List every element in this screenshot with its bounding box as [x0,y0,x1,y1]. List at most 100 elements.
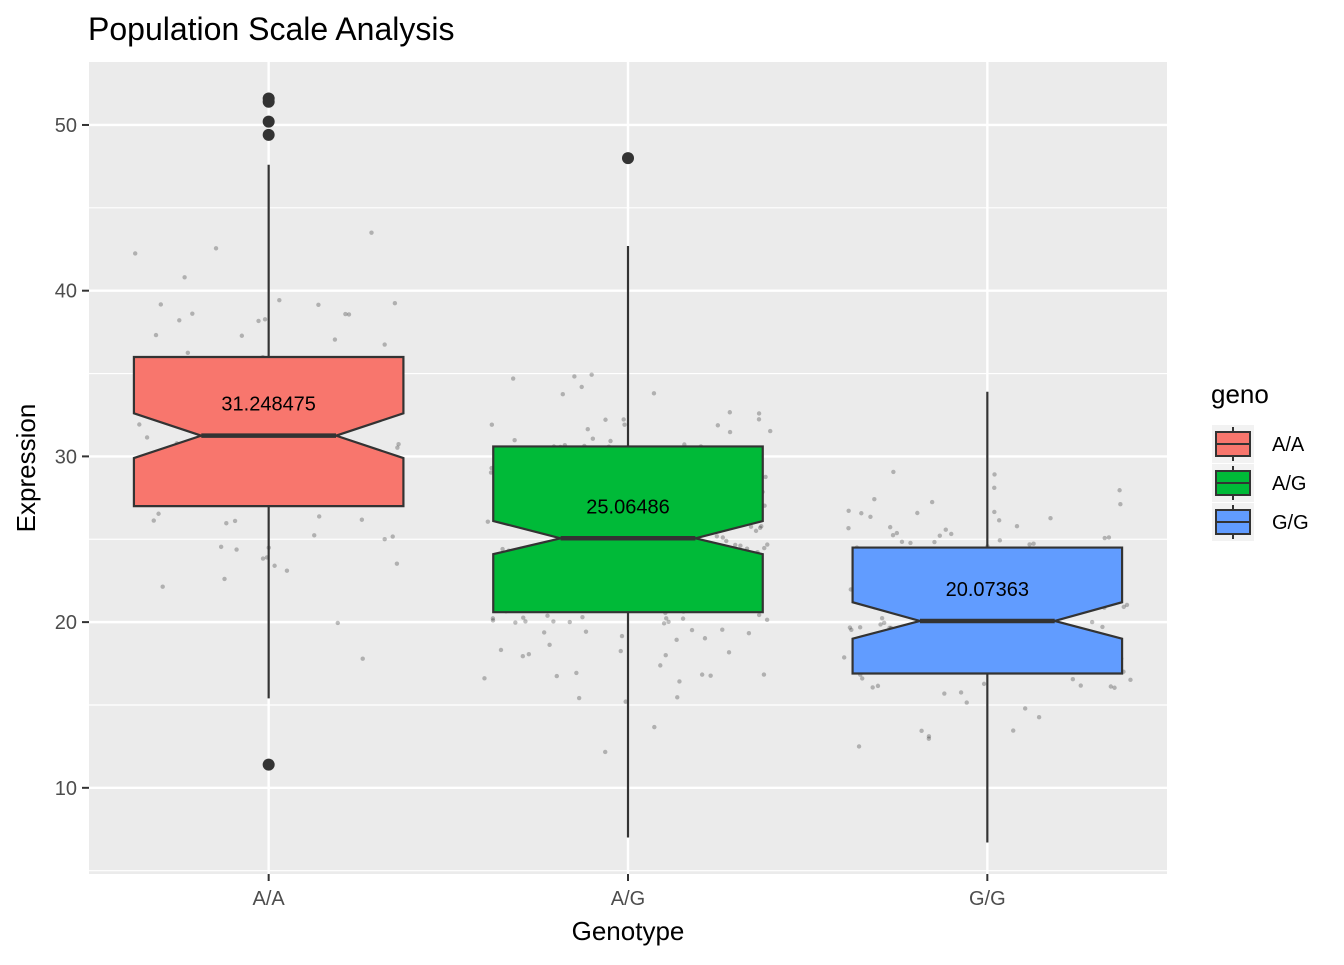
jitter-point [224,521,229,526]
jitter-point [720,535,726,540]
jitter-point [860,676,865,681]
jitter-point [859,511,864,516]
box-ag: 25.06486 [492,152,764,838]
jitter-point [396,441,401,447]
jitter-point [359,517,365,522]
jitter-point [879,615,885,621]
jitter-point [317,514,322,519]
jitter-point [666,619,671,625]
jitter-point [992,509,997,515]
jitter-point [841,655,847,660]
jitter-point [144,435,150,440]
outlier-point [262,758,275,771]
jitter-point [677,679,682,684]
jitter-point [891,469,896,475]
jitter-point [738,543,743,548]
jitter-point [720,627,725,632]
jitter-point [746,630,752,636]
jitter-point [762,545,767,551]
x-tick-label: A/G [611,888,645,910]
jitter-point [589,372,594,377]
jitter-point [1121,604,1126,610]
jitter-point [158,302,164,307]
jitter-point [619,633,625,639]
jitter-point [926,736,932,741]
jitter-point [523,619,528,624]
jitter-point [218,544,224,550]
jitter-point [541,630,547,635]
jitter-point [756,411,762,416]
jitter-point [579,384,584,390]
jitter-point [1078,683,1083,688]
y-tick-label: 30 [55,446,77,468]
jitter-point [1108,684,1114,689]
jitter-point [908,540,913,546]
jitter-point [875,683,881,689]
jitter-point [899,539,905,545]
jitter-point [942,691,947,696]
jitter-point [674,637,679,643]
jitter-point [272,563,277,568]
jitter-point [992,485,997,491]
jitter-point [1118,501,1123,507]
jitter-point [239,333,245,338]
jitter-point [622,422,627,427]
jitter-point [651,391,657,396]
outlier-point [262,115,275,128]
jitter-point [190,311,195,316]
jitter-point [915,510,920,516]
jitter-point [881,620,887,626]
jitter-point [156,511,161,516]
jitter-point [488,470,494,475]
jitter-point [849,627,854,632]
jitter-point [765,542,770,547]
jitter-point [382,537,387,542]
jitter-point [332,337,338,342]
jitter-point [390,534,395,539]
jitter-point [937,533,943,538]
jitter-point [590,436,596,441]
boxes: 31.248475 25.06486 20.07363 [132,92,1124,843]
y-tick-label: 10 [55,778,77,800]
jitter-point [520,654,526,659]
jitter-point [608,438,613,444]
legend-keys: A/A A/G G/G [1212,425,1309,541]
jitter-point [764,617,770,623]
jitter-point [576,695,582,701]
jitter-point [872,496,877,502]
jitter-point [382,342,387,347]
jitter-point [1070,677,1076,682]
jitter-point [585,426,590,432]
jitter-point [369,230,374,235]
jitter-point [151,518,156,523]
jitter-point [727,429,733,435]
jitter-point [761,672,767,677]
jitter-point [756,417,762,422]
jitter-point [887,524,893,530]
jitter-point [757,525,763,530]
jitter-point [857,625,863,630]
jitter-point [1112,685,1117,690]
jitter-point [572,374,577,379]
jitter-point [846,525,851,531]
y-tick-label: 20 [55,612,77,634]
legend-label: A/A [1272,434,1305,456]
jitter-point [878,622,883,627]
y-tick-label: 40 [55,281,77,303]
jitter-point [996,518,1002,523]
jitter-point [1031,541,1036,546]
median-label: 31.248475 [221,394,316,416]
jitter-point [753,528,759,534]
jitter-point [870,685,875,690]
jitter-point [490,616,496,621]
jitter-point [708,673,713,678]
outlier-point [622,152,634,165]
jitter-point [153,332,159,338]
jitter-point [177,318,182,323]
jitter-point [997,538,1003,543]
jitter-point [1011,728,1016,733]
jitter-point [949,531,954,537]
jitter-point [335,620,340,626]
legend-item-aa: A/A [1212,425,1305,463]
